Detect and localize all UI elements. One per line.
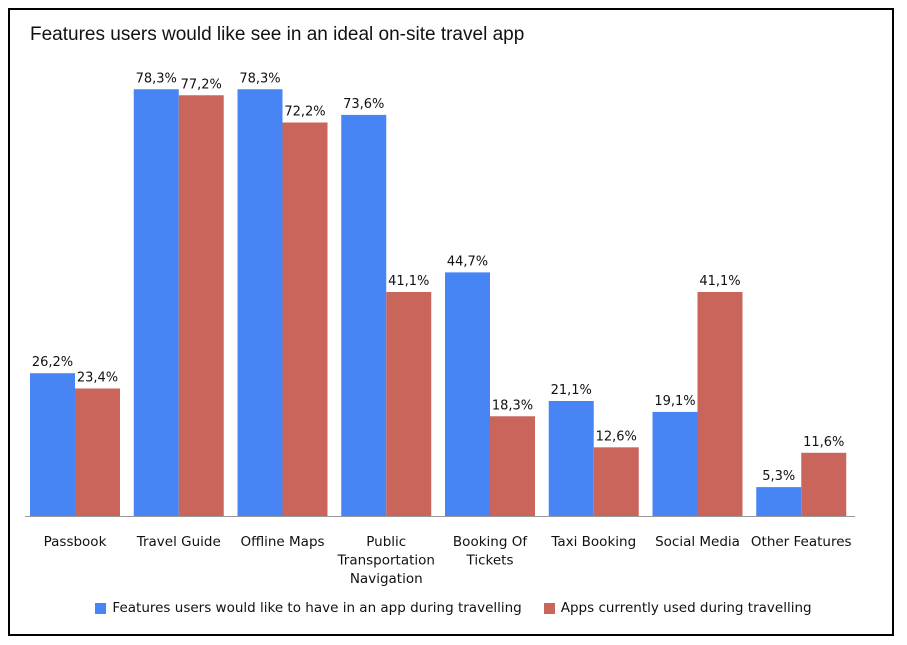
- bar-s2-3: [282, 122, 328, 516]
- bar-s2-2: [178, 95, 224, 516]
- data-label-s2-6: 12,6%: [596, 429, 637, 444]
- category-label-7: Social Media: [655, 534, 740, 550]
- legend-swatch-red: [543, 602, 555, 614]
- legend-label-current-apps: Apps currently used during travelling: [560, 600, 812, 616]
- data-label-s2-7: 41,1%: [699, 274, 740, 289]
- data-label-s1-3: 78,3%: [239, 71, 280, 86]
- bar-s1-8: [756, 487, 802, 516]
- category-label-4-line-3: Navigation: [350, 571, 423, 587]
- category-label-5-line-2: Tickets: [466, 553, 514, 569]
- category-label-4-line-1: Public: [366, 534, 406, 550]
- data-label-s2-2: 77,2%: [181, 77, 222, 92]
- bar-s2-1: [75, 388, 120, 516]
- bar-s2-8: [801, 452, 847, 516]
- data-label-s1-6: 21,1%: [551, 383, 592, 398]
- category-label-5-line-1: Booking Of: [453, 534, 528, 550]
- bar-s1-7: [652, 411, 698, 516]
- category-label-2: Travel Guide: [136, 534, 221, 550]
- data-label-s1-5: 44,7%: [447, 254, 488, 269]
- data-label-s2-1: 23,4%: [77, 370, 118, 385]
- bar-s2-4: [386, 292, 432, 516]
- category-label-6: Taxi Booking: [550, 534, 636, 550]
- bar-s1-4: [341, 114, 387, 516]
- bar-s2-5: [490, 416, 535, 516]
- data-label-s2-4: 41,1%: [388, 274, 429, 289]
- data-label-s2-8: 11,6%: [803, 435, 844, 450]
- bar-s1-2: [133, 89, 179, 516]
- legend: Features users would like to have in an …: [0, 600, 907, 616]
- legend-item-desired-features: Features users would like to have in an …: [95, 600, 522, 616]
- data-label-s1-7: 19,1%: [654, 394, 695, 409]
- bar-s1-5: [445, 272, 490, 516]
- bar-s2-6: [593, 447, 639, 516]
- data-label-s1-1: 26,2%: [32, 355, 73, 370]
- category-label-3: Offline Maps: [240, 534, 324, 550]
- category-label-1: Passbook: [44, 534, 107, 550]
- bar-s1-3: [237, 89, 283, 516]
- data-label-s1-2: 78,3%: [136, 71, 177, 86]
- legend-item-current-apps: Apps currently used during travelling: [543, 600, 812, 616]
- bar-s2-7: [697, 292, 743, 516]
- bar-s1-1: [30, 373, 75, 516]
- data-label-s1-8: 5,3%: [762, 469, 795, 484]
- category-label-8: Other Features: [751, 534, 852, 550]
- data-label-s2-5: 18,3%: [492, 398, 533, 413]
- category-label-4-line-2: Transportation: [337, 553, 435, 569]
- chart-title: Features users would like see in an idea…: [30, 24, 525, 45]
- data-label-s2-3: 72,2%: [284, 105, 325, 120]
- legend-label-desired-features: Features users would like to have in an …: [112, 600, 522, 616]
- data-label-s1-4: 73,6%: [343, 97, 384, 112]
- bar-s1-6: [548, 401, 594, 516]
- legend-swatch-blue: [95, 602, 107, 614]
